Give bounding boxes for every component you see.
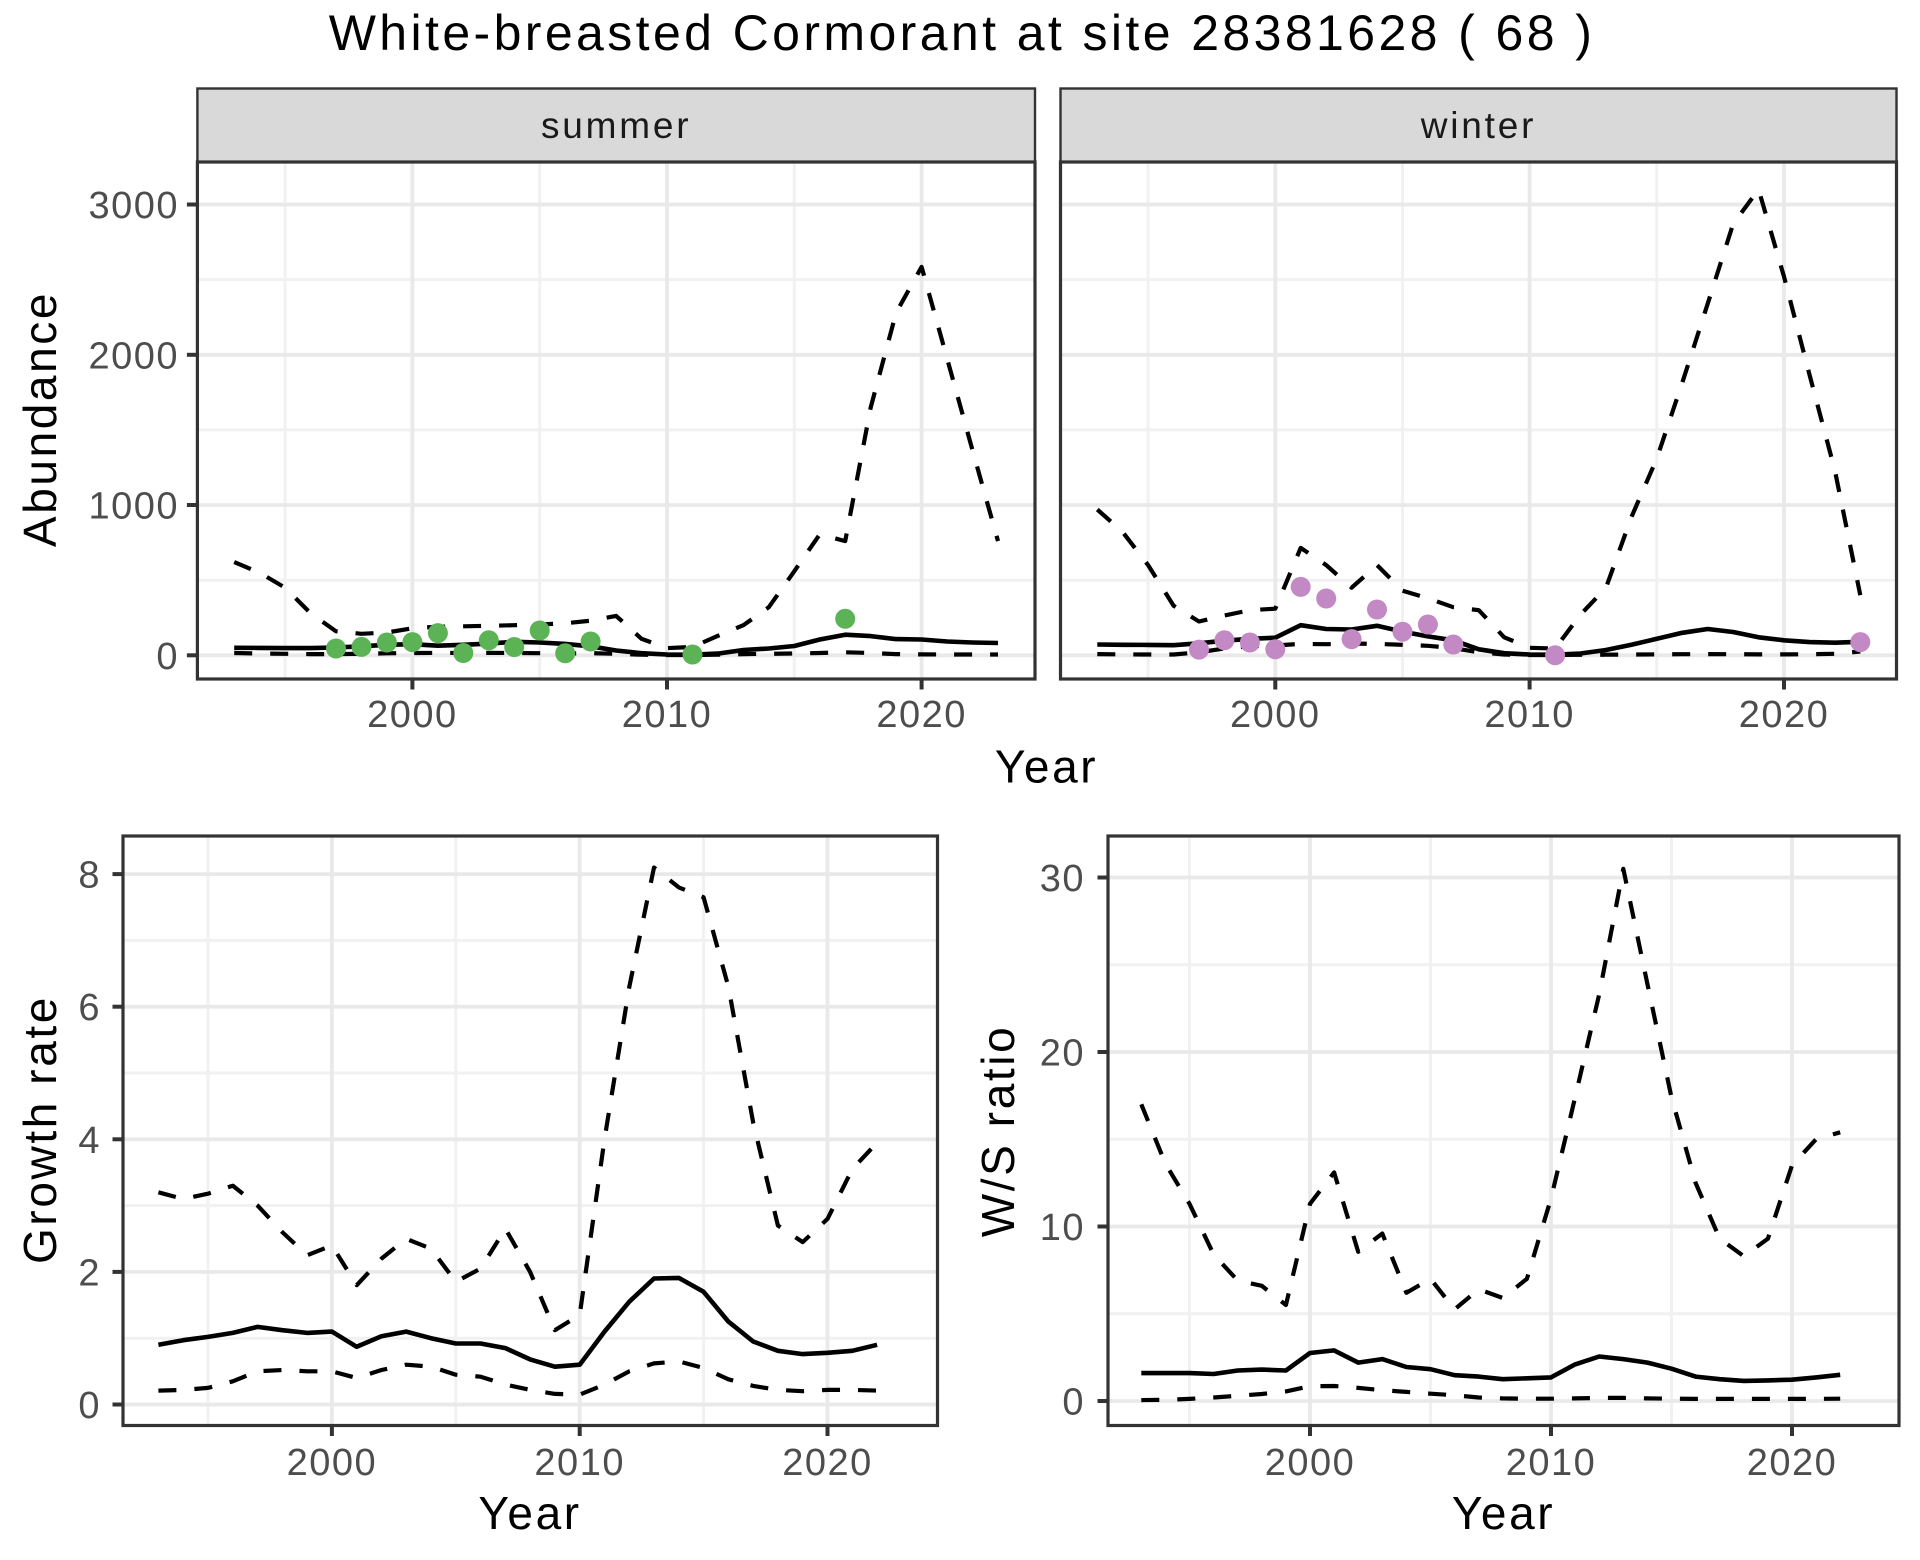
svg-text:20: 20 [1040,1033,1085,1075]
svg-text:2000: 2000 [1265,1442,1356,1484]
svg-text:3000: 3000 [88,185,179,227]
svg-text:2000: 2000 [1230,694,1321,736]
svg-text:10: 10 [1040,1207,1085,1249]
svg-text:1000: 1000 [88,486,179,528]
svg-text:2000: 2000 [287,1442,378,1484]
svg-text:4: 4 [78,1120,101,1162]
svg-text:2010: 2010 [1506,1442,1597,1484]
svg-text:summer: summer [541,105,691,146]
svg-text:2000: 2000 [88,335,179,377]
svg-text:Abundance: Abundance [14,291,66,547]
svg-text:8: 8 [78,855,101,897]
svg-text:Year: Year [478,1487,581,1539]
svg-text:W/S ratio: W/S ratio [972,1025,1024,1238]
svg-text:2020: 2020 [1739,694,1830,736]
svg-text:2010: 2010 [622,694,713,736]
svg-text:2: 2 [78,1252,101,1294]
svg-text:White-breasted Cormorant at si: White-breasted Cormorant at site 2838162… [329,5,1596,61]
svg-text:2000: 2000 [367,694,458,736]
svg-text:2020: 2020 [876,694,967,736]
svg-text:0: 0 [156,636,179,678]
svg-text:0: 0 [1062,1382,1085,1424]
svg-text:2020: 2020 [782,1442,873,1484]
svg-text:6: 6 [78,987,101,1029]
svg-text:winter: winter [1420,105,1537,146]
svg-text:Year: Year [1452,1487,1555,1539]
svg-text:2010: 2010 [534,1442,625,1484]
svg-text:30: 30 [1040,858,1085,900]
svg-text:0: 0 [78,1385,101,1427]
svg-text:Year: Year [995,741,1098,793]
svg-text:2020: 2020 [1747,1442,1838,1484]
svg-text:2010: 2010 [1484,694,1575,736]
svg-text:Growth rate: Growth rate [14,995,66,1264]
